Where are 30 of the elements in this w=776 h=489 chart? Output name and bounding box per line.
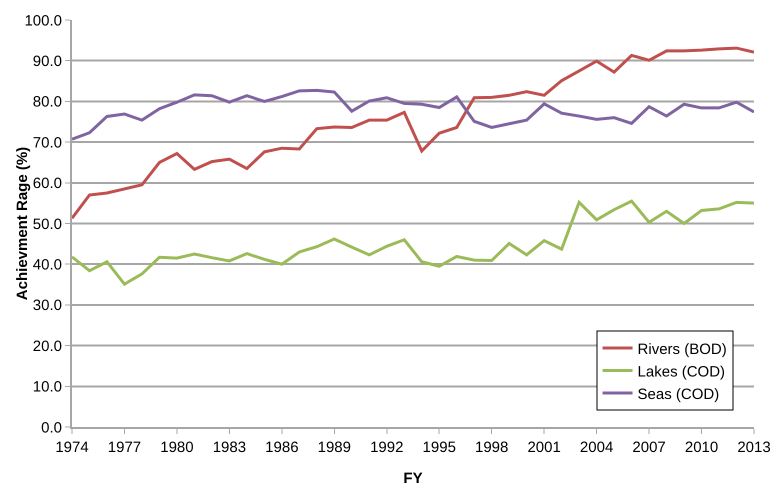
- x-tick-label: 2004: [580, 439, 614, 456]
- x-tick-label: 1998: [475, 439, 508, 456]
- y-tick-label: 30.0: [32, 297, 62, 314]
- y-tick-label: 20.0: [32, 338, 62, 355]
- y-tick-label: 80.0: [32, 94, 62, 111]
- x-tick-label: 1992: [370, 439, 404, 456]
- y-axis-title: Achievment Rage (%): [14, 146, 31, 300]
- x-tick-label: 2001: [527, 439, 561, 456]
- legend-label: Rivers (BOD): [638, 340, 727, 358]
- x-tick-label: 1995: [422, 439, 456, 456]
- legend-label: Seas (COD): [638, 386, 720, 403]
- x-tick-label: 2013: [737, 439, 771, 456]
- x-tick-label: 1980: [160, 439, 194, 456]
- x-tick-label: 1989: [318, 439, 351, 456]
- x-tick-label: 1974: [55, 439, 89, 456]
- y-tick-label: 50.0: [32, 216, 62, 233]
- y-tick-label: 60.0: [32, 175, 62, 192]
- y-tick-label: 40.0: [32, 256, 62, 274]
- y-tick-label: 70.0: [32, 134, 62, 152]
- x-tick-label: 2007: [632, 439, 666, 456]
- x-tick-label: 1977: [108, 439, 142, 456]
- x-tick-label: 2010: [684, 439, 718, 456]
- legend-label: Lakes (COD): [638, 363, 726, 380]
- x-tick-label: 1986: [265, 439, 299, 456]
- y-tick-label: 90.0: [32, 52, 62, 70]
- y-tick-label: 10.0: [32, 378, 62, 396]
- x-axis-title: FY: [403, 470, 423, 487]
- x-tick-label: 1983: [212, 439, 246, 456]
- y-tick-label: 0.0: [41, 419, 62, 436]
- y-tick-label: 100.0: [24, 12, 62, 30]
